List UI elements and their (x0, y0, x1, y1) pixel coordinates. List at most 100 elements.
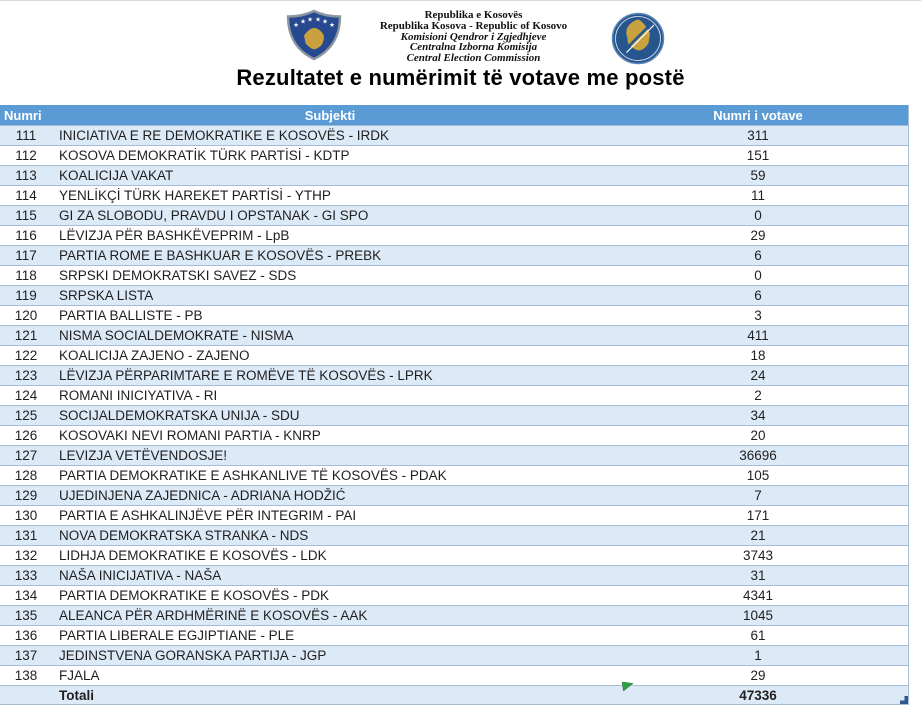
row-subjekti: LËVIZJA PËR BASHKËVEPRIM - LpB (59, 228, 290, 243)
row-vota: 29 (750, 668, 766, 683)
table-resize-handle-icon[interactable] (900, 696, 908, 704)
svg-text:★: ★ (293, 21, 299, 29)
table-row[interactable]: 132 LIDHJA DEMOKRATIKE E KOSOVËS - LDK 3… (0, 545, 908, 565)
column-header-numri[interactable]: Numri (4, 107, 42, 123)
table-row[interactable]: 112 KOSOVA DEMOKRATİK TÜRK PARTİSİ - KDT… (0, 145, 908, 165)
table-row[interactable]: 114 YENLİKÇİ TÜRK HAREKET PARTİSİ - YTHP… (0, 185, 908, 205)
row-vota: 0 (754, 208, 762, 223)
svg-text:★: ★ (300, 18, 306, 26)
row-subjekti: PARTIA BALLISTE - PB (59, 308, 203, 323)
row-vota: 34 (750, 408, 766, 423)
row-subjekti: INICIATIVA E RE DEMOKRATIKE E KOSOVËS - … (59, 128, 390, 143)
row-vota: 311 (747, 128, 769, 143)
table-row[interactable]: 120 PARTIA BALLISTE - PB 3 (0, 305, 908, 325)
table-row[interactable]: 133 NAŠA INICIJATIVA - NAŠA 31 (0, 565, 908, 585)
row-subjekti: KOSOVAKI NEVI ROMANI PARTIA - KNRP (59, 428, 321, 443)
green-flag-marker-icon[interactable] (620, 682, 634, 692)
row-vota: 11 (750, 188, 765, 203)
table-row[interactable]: 117 PARTIA ROME E BASHKUAR E KOSOVËS - P… (0, 245, 908, 265)
table-body: 111 INICIATIVA E RE DEMOKRATIKE E KOSOVË… (0, 125, 908, 685)
table-row[interactable]: 125 SOCIJALDEMOKRATSKA UNIJA - SDU 34 (0, 405, 908, 425)
row-subjekti: PARTIA DEMOKRATIKE E KOSOVËS - PDK (59, 588, 330, 603)
row-vota: 59 (750, 168, 766, 183)
column-header-votes[interactable]: Numri i votave (713, 107, 803, 123)
row-subjekti: LËVIZJA PËRPARIMTARE E ROMËVE TË KOSOVËS… (59, 368, 433, 383)
row-numri: 127 (14, 448, 38, 463)
row-vota: 36696 (739, 448, 777, 463)
row-numri: 112 (15, 148, 37, 163)
institution-line-3: Komisioni Qendror i Zgjedhjeve (400, 30, 547, 43)
table-row[interactable]: 123 LËVIZJA PËRPARIMTARE E ROMËVE TË KOS… (0, 365, 908, 385)
row-vota: 6 (754, 248, 762, 263)
table-row[interactable]: 111 INICIATIVA E RE DEMOKRATIKE E KOSOVË… (0, 125, 908, 145)
total-label: Totali (59, 687, 94, 703)
total-votes-value: 47336 (739, 687, 777, 703)
institution-header: Republika e Kosovës Republika Kosova - R… (13, 10, 921, 64)
row-subjekti: SRPSKI DEMOKRATSKI SAVEZ - SDS (59, 268, 297, 283)
row-subjekti: PARTIA LIBERALE EGJIPTIANE - PLE (59, 628, 295, 643)
table-row[interactable]: 127 LEVIZJA VETËVENDOSJE! 36696 (0, 445, 908, 465)
row-subjekti: UJEDINJENA ZAJEDNICA - ADRIANA HODŽIĆ (59, 488, 346, 503)
table-row[interactable]: 135 ALEANCA PËR ARDHMËRINË E KOSOVËS - A… (0, 605, 908, 625)
row-vota: 151 (746, 148, 770, 163)
row-numri: 125 (14, 408, 38, 423)
row-subjekti: ALEANCA PËR ARDHMËRINË E KOSOVËS - AAK (59, 608, 368, 623)
institution-line-2: Republika Kosova - Republic of Kosovo (379, 19, 568, 32)
row-numri: 118 (15, 268, 37, 283)
row-subjekti: NOVA DEMOKRATSKA STRANKA - NDS (59, 528, 309, 543)
table-row[interactable]: 130 PARTIA E ASHKALINJËVE PËR INTEGRIM -… (0, 505, 908, 525)
table-row[interactable]: 122 KOALICIJA ZAJENO - ZAJENO 18 (0, 345, 908, 365)
row-numri: 128 (14, 468, 38, 483)
table-row[interactable]: 118 SRPSKI DEMOKRATSKI SAVEZ - SDS 0 (0, 265, 908, 285)
table-row[interactable]: 129 UJEDINJENA ZAJEDNICA - ADRIANA HODŽI… (0, 485, 908, 505)
row-subjekti: KOALICIJA ZAJENO - ZAJENO (59, 348, 250, 363)
row-numri: 124 (14, 388, 38, 403)
row-vota: 29 (750, 228, 766, 243)
table-row[interactable]: 136 PARTIA LIBERALE EGJIPTIANE - PLE 61 (0, 625, 908, 645)
row-subjekti: NISMA SOCIALDEMOKRATE - NISMA (59, 328, 294, 343)
row-subjekti: ROMANI INICIYATIVA - RI (59, 388, 218, 403)
table-row[interactable]: 119 SRPSKA LISTA 6 (0, 285, 908, 305)
row-numri: 111 (15, 128, 37, 143)
row-vota: 411 (747, 328, 769, 343)
row-numri: 126 (14, 428, 38, 443)
row-subjekti: SRPSKA LISTA (59, 288, 154, 303)
column-header-subjekti[interactable]: Subjekti (304, 107, 356, 123)
row-numri: 133 (14, 568, 38, 583)
table-row[interactable]: 134 PARTIA DEMOKRATIKE E KOSOVËS - PDK 4… (0, 585, 908, 605)
table-row[interactable]: 115 GI ZA SLOBODU, PRAVDU I OPSTANAK - G… (0, 205, 908, 225)
table-row[interactable]: 128 PARTIA DEMOKRATIKE E ASHKANLIVE TË K… (0, 465, 908, 485)
svg-text:★: ★ (307, 16, 313, 24)
kosovo-coat-of-arms-icon: ★ ★ ★ ★ ★ ★ (286, 9, 342, 61)
row-vota: 7 (754, 488, 762, 503)
row-vota: 20 (750, 428, 766, 443)
table-row[interactable]: 137 JEDINSTVENA GORANSKA PARTIJA - JGP 1 (0, 645, 908, 665)
row-vota: 171 (746, 508, 770, 523)
row-numri: 120 (14, 308, 38, 323)
row-numri: 138 (14, 668, 38, 683)
row-numri: 114 (15, 188, 37, 203)
table-row[interactable]: 116 LËVIZJA PËR BASHKËVEPRIM - LpB 29 (0, 225, 908, 245)
row-vota: 31 (750, 568, 766, 583)
row-vota: 3 (754, 308, 762, 323)
total-row[interactable]: Totali 47336 (0, 685, 908, 705)
table-row[interactable]: 131 NOVA DEMOKRATSKA STRANKA - NDS 21 (0, 525, 908, 545)
row-vota: 0 (754, 268, 762, 283)
table-row[interactable]: 138 FJALA 29 (0, 665, 908, 685)
row-numri: 113 (15, 168, 37, 183)
row-numri: 121 (14, 328, 38, 343)
table-row[interactable]: 124 ROMANI INICIYATIVA - RI 2 (0, 385, 908, 405)
table-row[interactable]: 113 KOALICIJA VAKAT 59 (0, 165, 908, 185)
table-row[interactable]: 121 NISMA SOCIALDEMOKRATE - NISMA 411 (0, 325, 908, 345)
row-subjekti: PARTIA DEMOKRATIKE E ASHKANLIVE TË KOSOV… (59, 468, 447, 483)
row-vota: 1045 (742, 608, 774, 623)
row-subjekti: YENLİKÇİ TÜRK HAREKET PARTİSİ - YTHP (59, 188, 331, 203)
row-vota: 2 (754, 388, 762, 403)
row-numri: 131 (14, 528, 38, 543)
table-row[interactable]: 126 KOSOVAKI NEVI ROMANI PARTIA - KNRP 2… (0, 425, 908, 445)
row-numri: 129 (14, 488, 38, 503)
row-subjekti: KOALICIJA VAKAT (59, 168, 174, 183)
institution-line-1: Republika e Kosovës (424, 9, 523, 21)
row-subjekti: JEDINSTVENA GORANSKA PARTIJA - JGP (59, 648, 327, 663)
